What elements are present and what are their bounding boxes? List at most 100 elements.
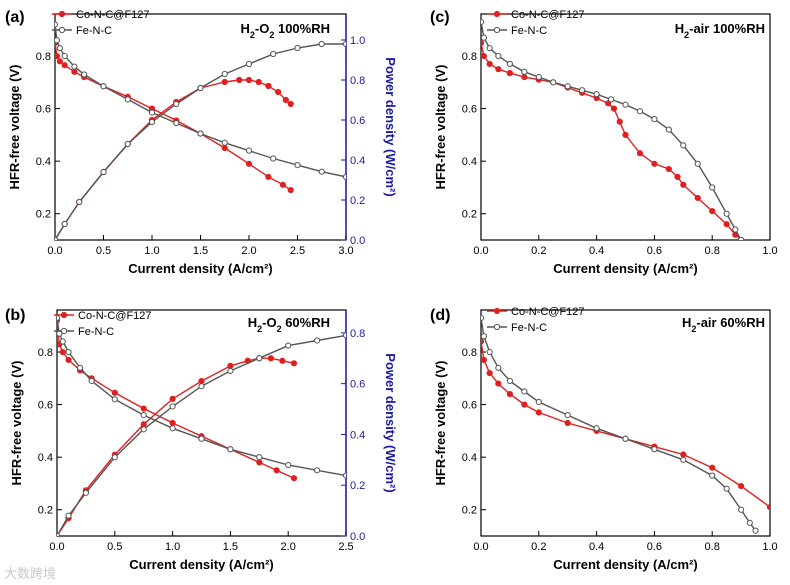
- y-tick-label: 0.4: [38, 452, 53, 464]
- legend-label: Fe-N-C: [511, 322, 547, 334]
- fe-n-c-power-point: [227, 367, 234, 375]
- x-tick-label: 2.5: [290, 245, 305, 257]
- x-tick-label: 0.4: [589, 541, 604, 553]
- x-tick-label: 1.0: [165, 541, 180, 553]
- fe-n-c-voltage-point: [651, 446, 658, 453]
- fe-n-c-voltage-point: [318, 168, 325, 175]
- curves: [481, 314, 770, 534]
- panel-title: H2-O2 60%RH: [248, 315, 330, 334]
- fe-n-c-voltage-point: [732, 226, 739, 233]
- x-tick-label: 0.5: [96, 245, 111, 257]
- panel-letter: (b): [5, 307, 25, 324]
- fe-n-c-voltage-point: [256, 454, 263, 461]
- co-n-c-f127-voltage-point: [56, 58, 63, 65]
- co-n-c-f127-voltage-line: [481, 341, 770, 508]
- co-n-c-f127-power-point: [265, 82, 272, 90]
- fe-n-c-voltage-point: [71, 63, 78, 70]
- co-n-c-f127-power-point: [282, 96, 289, 104]
- fe-n-c-voltage-point: [709, 184, 716, 191]
- fe-n-c-voltage-point: [550, 79, 557, 86]
- co-n-c-f127-voltage-point: [279, 181, 287, 188]
- fe-n-c-power-point: [111, 454, 118, 461]
- co-n-c-f127-voltage-point: [535, 409, 542, 416]
- fe-n-c-power-point: [318, 40, 325, 48]
- curves: [55, 21, 346, 240]
- fe-n-c-voltage-point: [77, 364, 84, 371]
- legend: Co-N-C@F127 Fe-N-C: [487, 306, 585, 334]
- fe-n-c-voltage-point: [622, 101, 629, 108]
- x-tick-label: 1.0: [762, 541, 777, 553]
- fe-n-c-voltage-point: [593, 91, 600, 98]
- co-n-c-f127-power-point: [255, 78, 262, 86]
- fe-n-c-voltage-point: [285, 461, 292, 469]
- co-n-c-f127-voltage-point: [486, 369, 493, 377]
- y2-tick-label: 0.8: [350, 75, 365, 87]
- co-n-c-f127-voltage-point: [674, 173, 681, 181]
- plot-frame: [480, 13, 771, 241]
- panel-letter: (d): [430, 307, 450, 324]
- x-tick-label: 1.5: [223, 541, 238, 553]
- y-tick-label: 0.2: [36, 209, 51, 221]
- fe-n-c-power-point: [314, 337, 321, 344]
- y-tick-label: 0.4: [462, 156, 477, 168]
- panel-letter: (a): [5, 9, 25, 26]
- fe-n-c-voltage-point: [651, 116, 658, 123]
- fe-n-c-power-point: [198, 383, 205, 390]
- fe-n-c-voltage-point: [752, 527, 759, 534]
- y2-tick-label: 0.2: [350, 480, 365, 492]
- co-n-c-f127-power-line: [55, 79, 292, 240]
- x-tick-label: 2.5: [338, 541, 353, 553]
- x-tick-label: 0.2: [531, 541, 546, 553]
- legend-marker: [58, 10, 66, 18]
- fe-n-c-power-point: [342, 332, 346, 339]
- fe-n-c-voltage-point: [593, 425, 600, 432]
- x-axis-label: Current density (A/cm²): [553, 557, 697, 572]
- co-n-c-f127-power-point: [267, 355, 274, 362]
- co-n-c-f127-power-point: [275, 88, 282, 96]
- fe-n-c-power-point: [82, 489, 90, 496]
- co-n-c-f127-voltage-point: [55, 52, 61, 60]
- co-n-c-f127-voltage-point: [622, 131, 629, 138]
- fe-n-c-power-point: [221, 70, 228, 78]
- panel-title: H2-air 100%RH: [675, 21, 765, 40]
- fe-n-c-voltage-point: [535, 73, 542, 81]
- co-n-c-f127-voltage-line: [55, 42, 292, 191]
- co-n-c-f127-power-line: [57, 357, 295, 536]
- fe-n-c-voltage-point: [607, 96, 615, 103]
- fe-n-c-power-point: [57, 532, 61, 536]
- fe-n-c-power-point: [124, 140, 131, 148]
- co-n-c-f127-voltage-point: [610, 105, 618, 112]
- y-tick-label: 0.8: [38, 347, 53, 359]
- co-n-c-f127-voltage-point: [221, 144, 228, 152]
- legend-marker: [493, 307, 501, 315]
- x-tick-label: 0.2: [531, 245, 546, 257]
- x-axis-label: Current density (A/cm²): [553, 261, 697, 276]
- y-tick-label: 0.8: [36, 51, 51, 63]
- fe-n-c-voltage-point: [55, 21, 59, 28]
- legend: Co-N-C@F127 Fe-N-C: [487, 9, 585, 37]
- co-n-c-f127-voltage-point: [495, 380, 502, 387]
- fe-n-c-power-point: [173, 100, 180, 108]
- watermark: 大数跨境: [4, 567, 57, 582]
- co-n-c-f127-voltage-point: [265, 173, 272, 181]
- fe-n-c-voltage-point: [294, 162, 301, 169]
- y2-tick-label: 0.4: [350, 429, 365, 441]
- co-n-c-f127-voltage-point: [486, 60, 493, 68]
- x-tick-label: 1.5: [193, 245, 208, 257]
- co-n-c-f127-voltage-point: [61, 62, 68, 69]
- co-n-c-f127-voltage-point: [481, 356, 487, 364]
- x-tick-label: 0.0: [47, 245, 62, 257]
- fe-n-c-voltage-point: [738, 236, 745, 240]
- fe-n-c-voltage-point: [521, 68, 528, 75]
- co-n-c-f127-voltage-point: [495, 66, 502, 73]
- co-n-c-f127-power-point: [287, 100, 294, 108]
- fe-n-c-power-line: [55, 43, 346, 240]
- fe-n-c-voltage-point: [221, 139, 228, 146]
- fe-n-c-voltage-point: [723, 210, 730, 217]
- co-n-c-f127-power-point: [290, 360, 298, 367]
- fe-n-c-voltage-point: [314, 467, 321, 474]
- co-n-c-f127-power-point: [198, 378, 205, 385]
- fe-n-c-voltage-point: [579, 87, 586, 94]
- fe-n-c-power-point: [256, 355, 263, 362]
- fe-n-c-voltage-point: [173, 119, 180, 127]
